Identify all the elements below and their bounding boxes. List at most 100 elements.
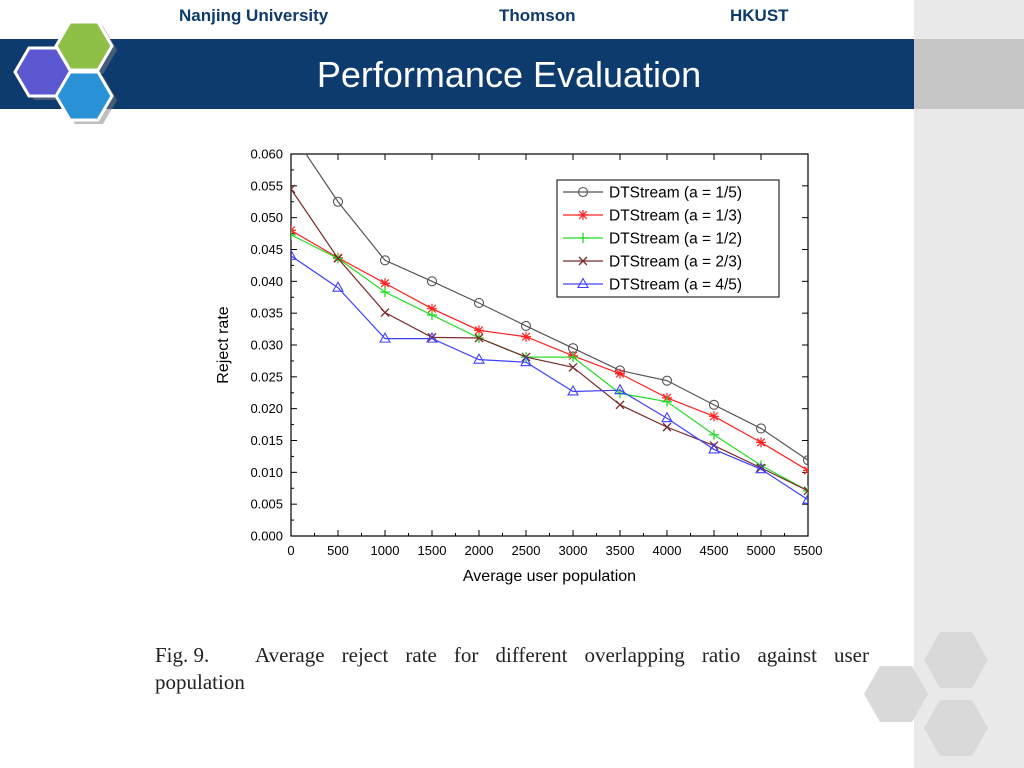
y-tick-label: 0.005 xyxy=(250,497,283,512)
data-point xyxy=(802,455,808,466)
caption-label: Fig. 9. xyxy=(155,643,210,667)
data-point xyxy=(615,400,625,410)
data-point xyxy=(332,196,344,207)
data-point xyxy=(380,287,390,298)
data-point xyxy=(520,355,532,367)
x-tick-label: 3000 xyxy=(559,543,588,558)
data-point xyxy=(474,325,484,336)
institution-thomson: Thomson xyxy=(499,6,576,25)
y-tick-label: 0.060 xyxy=(250,147,283,162)
right-side-band xyxy=(914,39,1024,109)
legend-label: DTStream (a = 1/5) xyxy=(609,185,742,202)
y-tick-label: 0.010 xyxy=(250,465,283,480)
y-tick-label: 0.040 xyxy=(250,274,283,289)
data-point xyxy=(291,249,297,260)
reject-rate-chart: 0 500 1000 1500 2000 2500 3000 3500 4000 4500 5000… xyxy=(215,147,823,586)
data-point xyxy=(426,332,438,343)
data-point xyxy=(709,429,719,440)
legend-label: DTStream (a = 2/3) xyxy=(609,254,742,271)
data-point xyxy=(426,276,438,287)
x-tick-label: 1500 xyxy=(418,543,447,558)
y-tick-label: 0.050 xyxy=(250,210,283,225)
legend-marker xyxy=(578,256,588,266)
y-tick-label: 0.055 xyxy=(250,178,283,193)
legend-label: DTStream (a = 1/3) xyxy=(609,208,742,225)
data-point xyxy=(756,437,766,448)
data-point xyxy=(427,310,437,321)
figure-caption: Fig. 9. Average reject rate for different… xyxy=(155,642,869,696)
series-line-5 xyxy=(291,255,808,501)
data-point xyxy=(380,278,390,289)
data-point xyxy=(662,396,672,407)
x-tick-label: 4500 xyxy=(700,543,729,558)
series-line-2 xyxy=(291,229,808,471)
data-point xyxy=(708,442,720,454)
data-point xyxy=(661,375,673,386)
series-line-4 xyxy=(291,188,808,492)
y-tick-label: 0.045 xyxy=(250,242,283,257)
hexagon-decoration-icon xyxy=(864,632,988,756)
data-point xyxy=(520,320,532,331)
y-tick-label: 0.015 xyxy=(250,433,283,448)
data-point xyxy=(803,465,808,476)
title-bar xyxy=(0,39,914,109)
y-tick-label: 0.035 xyxy=(250,306,283,321)
data-point xyxy=(333,253,343,263)
legend-marker xyxy=(578,210,588,220)
logo-hex-green xyxy=(54,20,114,72)
data-point xyxy=(568,352,578,363)
data-point xyxy=(473,297,485,309)
data-point xyxy=(568,362,578,372)
data-point xyxy=(473,353,485,364)
x-tick-label: 5000 xyxy=(747,543,776,558)
data-point xyxy=(803,486,808,496)
x-tick-label: 4000 xyxy=(653,543,682,558)
data-point xyxy=(708,399,720,410)
x-tick-label: 5500 xyxy=(794,543,823,558)
x-tick-label: 500 xyxy=(327,543,349,558)
institution-hkust: HKUST xyxy=(730,6,789,25)
x-tick-label: 2000 xyxy=(465,543,494,558)
data-point xyxy=(427,303,437,314)
legend-marker xyxy=(578,233,588,243)
series-line-1 xyxy=(305,154,808,461)
data-point xyxy=(379,255,391,266)
x-tick-label: 3500 xyxy=(606,543,635,558)
slide-title: Performance Evaluation xyxy=(316,54,702,95)
legend-label: DTStream (a = 4/5) xyxy=(609,277,742,294)
data-point xyxy=(803,485,808,496)
y-axis-label: Reject rate xyxy=(215,306,232,383)
data-point xyxy=(755,423,767,434)
y-tick-label: 0.000 xyxy=(250,529,283,544)
data-point xyxy=(661,411,673,423)
data-point xyxy=(755,462,767,474)
data-point xyxy=(709,411,719,422)
series-line-3 xyxy=(291,234,808,492)
data-point xyxy=(474,333,484,343)
y-tick-label: 0.025 xyxy=(250,369,283,384)
data-point xyxy=(614,383,626,395)
data-point xyxy=(332,281,344,292)
legend-marker xyxy=(577,186,589,198)
data-point xyxy=(521,331,531,342)
y-tick-label: 0.020 xyxy=(250,401,283,416)
x-tick-label: 0 xyxy=(287,543,294,558)
data-point xyxy=(291,184,296,194)
data-point xyxy=(802,493,808,504)
institution-nanjing: Nanjing University xyxy=(179,6,329,25)
legend-marker xyxy=(577,277,589,289)
data-point xyxy=(615,368,625,379)
data-point xyxy=(379,332,391,343)
legend-label: DTStream (a = 1/2) xyxy=(609,231,742,248)
data-point xyxy=(380,308,390,317)
data-point xyxy=(567,384,579,396)
x-tick-label: 1000 xyxy=(371,543,400,558)
plot-area xyxy=(291,154,808,504)
data-point xyxy=(291,229,296,240)
logo-hex-cyan xyxy=(54,70,114,122)
x-axis-label: Average user population xyxy=(463,568,636,585)
data-point xyxy=(662,422,672,432)
x-tick-label: 2500 xyxy=(512,543,541,558)
hexagon-logo-icon xyxy=(13,20,117,124)
y-tick-label: 0.030 xyxy=(250,338,283,353)
